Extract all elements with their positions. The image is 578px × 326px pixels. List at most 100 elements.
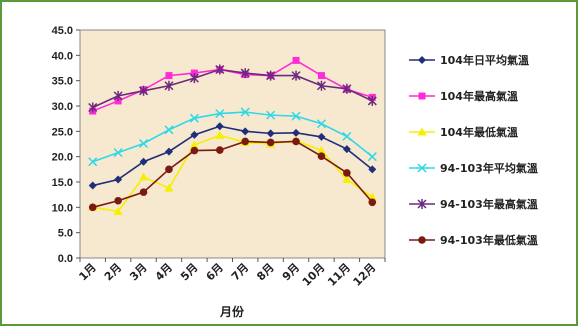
x-tick-label: 2月 [102,261,124,283]
legend-marker [418,92,426,100]
y-tick-label: 30.0 [52,101,73,113]
series-line [92,125,373,187]
data-point [190,130,199,139]
data-point [114,97,122,105]
data-point [215,130,225,139]
data-point [139,138,149,149]
y-tick-label: 5.0 [58,228,73,240]
data-point [189,140,199,149]
legend-item: 104年最高氣溫 [409,89,518,103]
legend-item: 94-103年最低氣溫 [409,233,538,247]
data-point [266,110,276,120]
data-point [342,131,352,141]
x-tick-label: 10月 [300,261,328,289]
data-point [266,70,276,81]
legend-label: 94-103年最低氣溫 [440,233,538,247]
data-point [342,145,351,154]
data-point [317,72,325,80]
data-point [367,152,377,162]
y-tick-label: 10.0 [52,202,73,214]
x-tick-label: 4月 [153,261,175,283]
y-tick-label: 0.0 [58,253,73,265]
data-point [240,107,250,117]
legend-marker [418,56,426,64]
data-point [266,129,275,138]
data-point [190,69,198,77]
data-point [88,157,98,167]
data-point [367,95,377,106]
series-line [92,134,373,213]
legend-label: 94-103年平均氣溫 [440,161,538,175]
data-point [317,132,326,141]
data-point [114,196,122,205]
legend-label: 104年最高氣溫 [440,89,518,103]
x-tick-label: 12月 [351,261,379,289]
data-point [317,152,326,160]
y-tick-label: 15.0 [52,177,73,189]
legend-marker [418,236,426,244]
data-point [113,206,123,215]
series-5 [88,137,377,212]
data-point [316,80,326,91]
data-point [164,183,174,192]
plot-area [79,29,386,259]
data-point [368,165,377,174]
data-point [316,119,326,129]
data-point [215,122,224,131]
legend-label: 104年日平均氣溫 [440,53,529,67]
y-tick-label: 20.0 [52,152,73,164]
data-point [342,83,352,94]
x-tick-label: 1月 [76,261,98,283]
data-point [240,68,250,79]
y-axis: 0.0 5.0 10.0 15.0 20.0 25.0 30.0 35.0 40.0 45.0 [52,25,80,265]
series-3 [88,107,377,167]
series-line [92,111,373,163]
data-point [189,113,199,123]
data-point [343,169,351,177]
data-point [368,198,377,207]
series-line [92,68,373,109]
legend-marker [417,163,427,173]
legend-label: 104年最低氣溫 [440,125,518,139]
data-point [316,146,326,155]
data-point [241,137,250,146]
x-tick-label: 11月 [325,261,353,289]
y-tick-label: 25.0 [52,126,73,138]
x-tick-label: 7月 [229,261,251,283]
data-point [139,188,148,196]
legend-marker [417,127,427,136]
data-point [114,175,123,184]
legend-item: 94-103年平均氣溫 [409,161,538,175]
data-point [165,72,173,80]
data-point [292,128,301,137]
data-point [113,90,123,101]
data-point [190,146,199,155]
data-point [266,138,275,147]
x-tick-label: 5月 [178,261,200,283]
data-point [139,85,149,96]
legend: 104年日平均氣溫 104年最高氣溫 104年最低氣溫 94-103年平均氣溫 94-1… [409,53,538,247]
x-tick-label: 3月 [127,261,149,283]
series-4 [88,64,377,113]
y-tick-label: 45.0 [52,25,73,37]
data-point [88,203,97,212]
data-point [164,80,174,91]
y-tick-label: 35.0 [52,76,73,88]
legend-item: 104年日平均氣溫 [409,53,529,67]
y-tick-label: 40.0 [52,50,73,62]
data-point [292,137,300,146]
data-point [292,56,300,64]
data-point [88,181,97,190]
data-point [215,146,224,154]
data-point [215,64,225,75]
data-point [342,174,352,183]
data-point [139,157,148,166]
series-group [88,56,377,215]
data-point [291,111,301,121]
data-point [189,73,199,84]
data-point [113,148,123,158]
x-axis-label: 月份 [219,304,245,319]
legend-label: 94-103年最高氣溫 [440,197,538,211]
data-point [164,125,174,135]
